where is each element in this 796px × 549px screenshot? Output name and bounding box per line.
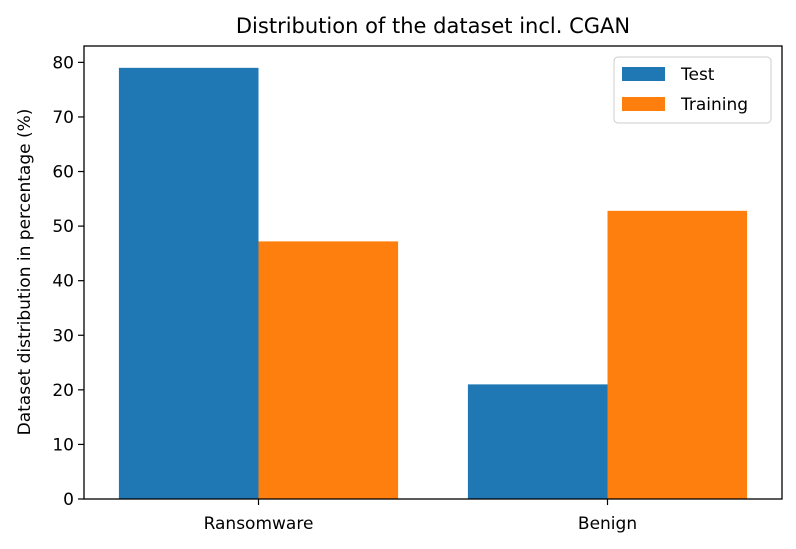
y-tick-label: 30 [52, 326, 74, 346]
y-tick-label: 60 [52, 163, 74, 183]
legend-label-test: Test [680, 65, 715, 85]
y-tick-label: 50 [52, 217, 74, 237]
bar-test-ransomware [118, 67, 259, 499]
legend-swatch-test [622, 67, 665, 81]
x-tick-label-benign: Benign [578, 514, 637, 534]
y-tick-label: 10 [52, 435, 74, 455]
plot-frame [83, 45, 783, 500]
legend-swatch-training [622, 97, 665, 111]
y-tick-label: 80 [52, 53, 74, 73]
x-axis: Ransomware Benign [204, 499, 637, 534]
bars-group [118, 67, 748, 499]
bar-training-benign [607, 210, 748, 499]
legend: Test Training [613, 56, 772, 124]
x-tick-label-ransomware: Ransomware [204, 514, 314, 534]
bar-training-ransomware [258, 241, 399, 499]
bar-test-benign [467, 384, 608, 499]
y-axis: 0 10 20 30 40 50 60 70 80 [52, 53, 84, 510]
chart-title: Distribution of the dataset incl. CGAN [236, 14, 630, 38]
y-tick-label: 40 [52, 272, 74, 292]
y-axis-label: Dataset distribution in percentage (%) [15, 109, 35, 436]
y-tick-label: 0 [63, 490, 74, 510]
y-tick-label: 20 [52, 381, 74, 401]
y-tick-label: 70 [52, 108, 74, 128]
legend-label-training: Training [680, 95, 748, 115]
